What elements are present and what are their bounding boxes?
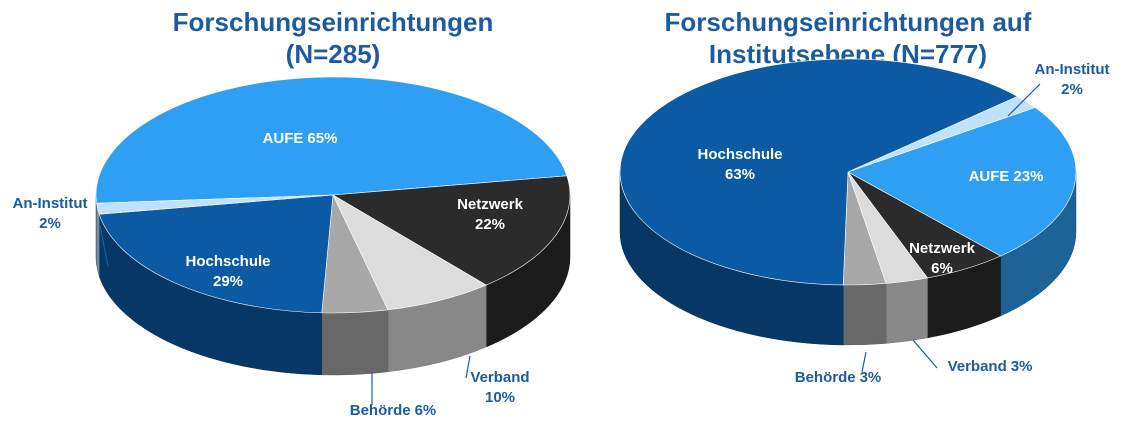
slice: [619, 58, 1019, 286]
value-label: 3%: [1011, 358, 1033, 375]
category-label: AUFE: [263, 130, 304, 147]
slice: [847, 107, 1077, 257]
data-label: Verband 10%: [470, 369, 529, 406]
data-label: AUFE 23%: [969, 168, 1044, 185]
value-label: 63%: [725, 166, 755, 183]
value-label: 2%: [39, 215, 61, 232]
data-label: Behörde 6%: [350, 402, 437, 419]
category-label: Hochschule: [697, 146, 782, 163]
slice: [332, 194, 487, 311]
value-label: 3%: [860, 369, 882, 386]
data-label: Behörde 3%: [795, 369, 882, 386]
category-label: Verband: [470, 369, 529, 386]
category-label: AUFE: [969, 168, 1010, 185]
data-label: Netzwerk 6%: [909, 240, 976, 277]
chart-title: Forschungseinrichtungen: [173, 7, 494, 37]
slice-side: [885, 277, 928, 344]
leader-line: [99, 225, 109, 267]
slice: [96, 194, 334, 215]
slice-side: [96, 203, 100, 277]
slice: [332, 175, 571, 286]
pie-sides: [619, 171, 1077, 346]
data-label: Hochschule 29%: [185, 253, 270, 290]
data-label: AUFE 65%: [263, 130, 338, 147]
category-label: An-Institut: [13, 195, 88, 212]
slice: [95, 76, 568, 204]
category-label: Netzwerk: [909, 240, 976, 257]
value-label: 2%: [1061, 81, 1083, 98]
data-label: An-Institut 2%: [13, 195, 88, 232]
value-label: 22%: [475, 216, 505, 233]
category-label: Behörde: [350, 402, 411, 419]
slice-side: [842, 283, 887, 346]
value-label: 6%: [931, 260, 953, 277]
category-label: Behörde: [795, 369, 856, 386]
category-label: Hochschule: [185, 253, 270, 270]
leader-line: [912, 339, 938, 369]
pie-sides: [95, 194, 571, 376]
pie: An-Institut 2%AUFE 23%Netzwerk 6%Verband 3%B…: [619, 58, 1110, 386]
slice-side: [321, 309, 389, 376]
value-label: 10%: [485, 389, 515, 406]
data-label: Verband 3%: [948, 358, 1033, 375]
leader-line: [861, 351, 867, 373]
category-label: An-Institut: [1035, 61, 1110, 78]
value-label: 29%: [213, 273, 243, 290]
data-label: Hochschule 63%: [697, 146, 782, 183]
pie: AUFE 65% Netzwerk 22% Verband 10% Behörde 6% Hoc…: [13, 76, 571, 419]
category-label: Netzwerk: [457, 196, 524, 213]
category-label: Verband: [948, 358, 1007, 375]
leader-line: [1007, 83, 1041, 117]
value-label: 6%: [415, 402, 437, 419]
value-label: 65%: [307, 130, 337, 147]
data-label: An-Institut 2%: [1035, 61, 1110, 98]
value-label: 23%: [1013, 168, 1043, 185]
chart-title: (N=285): [286, 39, 381, 69]
leader-line: [465, 355, 471, 379]
data-label: Netzwerk 22%: [457, 196, 524, 233]
chart-title: Forschungseinrichtungen auf: [665, 7, 1032, 37]
slice: [98, 194, 334, 314]
